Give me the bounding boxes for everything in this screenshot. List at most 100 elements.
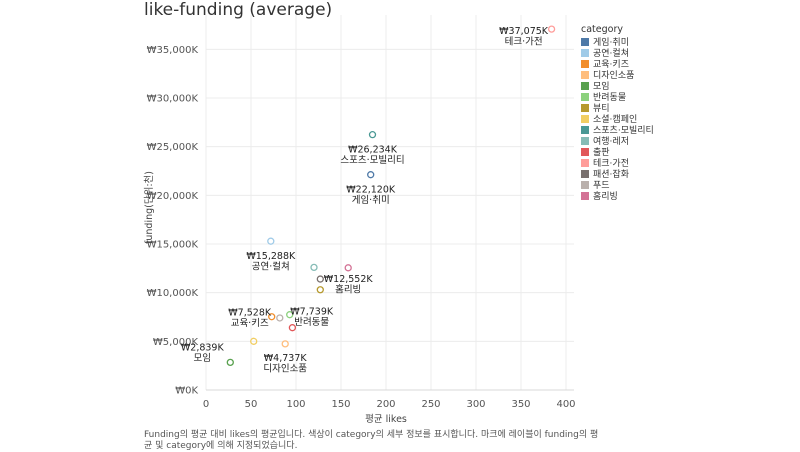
legend-label: 테크·가전 — [593, 159, 629, 169]
x-tick-label: 400 — [556, 399, 575, 410]
legend-label: 공연·컬쳐 — [593, 49, 629, 59]
y-tick-label: ₩20,000K — [147, 191, 199, 202]
legend-item: 반려동물 — [581, 91, 654, 103]
legend-swatch — [581, 81, 589, 90]
data-point — [226, 358, 234, 367]
chart-title: like-funding (average) — [144, 0, 333, 20]
legend-item: 스포츠·모빌리티 — [581, 124, 654, 136]
data-point — [368, 131, 377, 139]
data-label-category: 디자인소품 — [263, 363, 307, 374]
data-point — [310, 263, 318, 272]
legend-title: category — [581, 24, 623, 35]
legend-swatch — [581, 191, 589, 200]
x-tick-label: 150 — [331, 399, 350, 410]
legend-item: 푸드 — [581, 179, 654, 191]
data-point — [276, 314, 284, 322]
legend-swatch — [581, 92, 589, 101]
legend-item: 테크·가전 — [581, 157, 654, 169]
legend-swatch — [581, 59, 589, 68]
legend-swatch — [581, 180, 589, 189]
data-point — [367, 171, 375, 179]
legend-label: 교육·키즈 — [593, 60, 629, 70]
legend-swatch — [581, 147, 589, 156]
legend-items: 게임·취미 공연·컬쳐 교육·키즈 디자인소품 모임 반려동물 뷰티 소셜·캠페인 스포츠·모빌… — [581, 36, 654, 202]
x-tick-label: 250 — [421, 399, 440, 410]
data-label-category: 공연·컬쳐 — [252, 261, 290, 273]
legend-label: 패션·잡화 — [593, 170, 629, 180]
legend-item: 디자인소품 — [581, 69, 654, 81]
legend-swatch — [581, 158, 589, 167]
data-label-category: 테크·가전 — [505, 37, 543, 48]
legend-item: 출판 — [581, 146, 654, 158]
legend-label: 디자인소품 — [593, 71, 635, 81]
legend-item: 소셜·캠페인 — [581, 113, 654, 125]
y-axis-title: funding(단위:천) — [143, 171, 155, 244]
legend-item: 여행·레저 — [581, 135, 654, 147]
legend-label: 홈리빙 — [593, 192, 618, 202]
legend-item: 뷰티 — [581, 102, 654, 114]
y-tick-label: ₩0K — [175, 386, 198, 397]
legend-item: 공연·컬쳐 — [581, 47, 654, 59]
y-tick-label: ₩10,000K — [147, 288, 199, 299]
legend-swatch — [581, 37, 589, 46]
legend-label: 여행·레저 — [593, 137, 629, 147]
legend-label: 출판 — [593, 148, 610, 158]
legend-label: 반려동물 — [593, 93, 627, 103]
legend-label: 게임·취미 — [593, 38, 629, 48]
legend-label: 모임 — [593, 82, 610, 92]
data-label-value: ₩26,234K — [348, 145, 398, 156]
data-point — [268, 313, 276, 321]
x-tick-label: 100 — [286, 399, 305, 410]
y-tick-label: ₩30,000K — [147, 94, 199, 105]
legend: category 게임·취미 공연·컬쳐 교육·키즈 디자인소품 모임 반려동물 뷰티 소셜·… — [581, 24, 654, 202]
chart-caption: Funding의 평균 대비 likes의 평균입니다. 색상이 categor… — [144, 430, 599, 451]
legend-label: 소셜·캠페인 — [593, 115, 638, 125]
legend-item: 홈리빙 — [581, 190, 654, 202]
legend-item: 패션·잡화 — [581, 168, 654, 180]
legend-label: 스포츠·모빌리티 — [593, 126, 654, 136]
data-label-value: ₩4,737K — [264, 353, 308, 364]
legend-swatch — [581, 70, 589, 79]
data-label-value: ₩37,075K — [499, 26, 549, 37]
data-label-value: ₩7,739K — [290, 307, 334, 318]
data-label-category: 교육·키즈 — [231, 318, 269, 329]
data-label-category: 반려동물 — [294, 316, 329, 328]
x-tick-label: 0 — [203, 399, 209, 410]
data-point — [250, 337, 258, 345]
data-label-category: 모임 — [194, 352, 211, 364]
legend-swatch — [581, 169, 589, 178]
data-point — [344, 264, 352, 272]
data-label-value: ₩7,528K — [228, 308, 272, 319]
legend-label: 뷰티 — [593, 104, 610, 114]
legend-item: 게임·취미 — [581, 36, 654, 48]
legend-item: 교육·키즈 — [581, 58, 654, 70]
legend-swatch — [581, 48, 589, 57]
data-label-category: 홈리빙 — [335, 283, 361, 295]
legend-swatch — [581, 125, 589, 134]
data-point — [316, 275, 324, 283]
legend-swatch — [581, 114, 589, 123]
y-tick-label: ₩5,000K — [153, 337, 199, 348]
x-tick-label: 50 — [245, 399, 258, 410]
legend-label: 푸드 — [593, 181, 610, 191]
x-tick-label: 300 — [466, 399, 485, 410]
y-tick-label: ₩15,000K — [147, 240, 199, 251]
x-axis-title: 평균 likes — [365, 414, 407, 425]
x-tick-label: 200 — [376, 399, 395, 410]
data-point — [547, 25, 556, 33]
data-point — [267, 237, 275, 245]
legend-swatch — [581, 136, 589, 145]
legend-swatch — [581, 103, 589, 112]
data-point — [286, 311, 294, 319]
data-label-category: 게임·취미 — [352, 194, 390, 206]
data-point — [316, 286, 324, 294]
y-tick-label: ₩35,000K — [147, 45, 199, 56]
data-label-category: 스포츠·모빌리티 — [340, 155, 404, 166]
data-label-value: ₩2,839K — [181, 342, 225, 353]
data-point — [281, 340, 289, 348]
data-label-value: ₩12,552K — [324, 274, 374, 285]
x-tick-label: 350 — [511, 399, 530, 410]
data-label-value: ₩15,288K — [246, 251, 296, 262]
data-point — [288, 324, 297, 332]
